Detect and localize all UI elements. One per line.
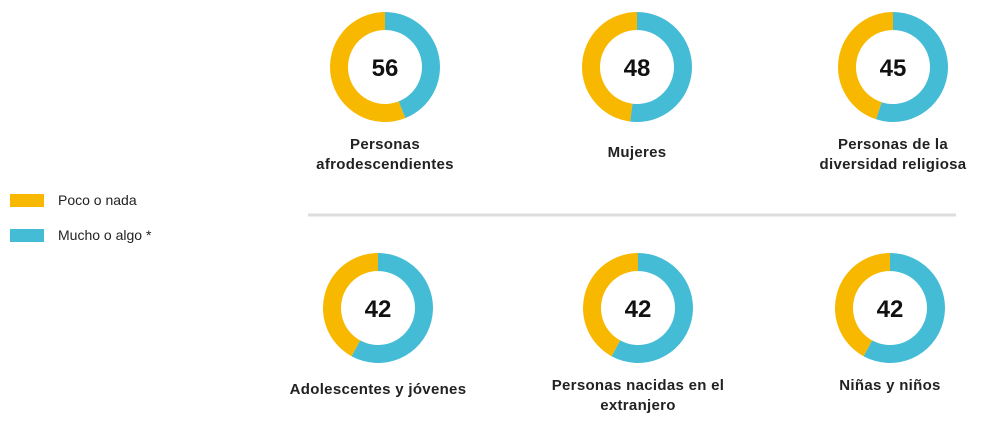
category-label: Adolescentes y jóvenes [289,381,467,398]
center-value: 45 [880,55,907,82]
center-value: 42 [877,296,904,323]
donut-segment [837,12,893,120]
legend-item: Poco o nada [10,192,137,208]
donut-segment [835,253,890,357]
donut-segment [329,12,406,123]
center-value: 42 [365,296,392,323]
legend-swatch [10,193,44,207]
legend-item: Mucho o algo * [10,227,151,243]
legend-label: Mucho o algo * [58,227,152,243]
category-label: Personas nacidas en el extranjero [551,377,725,414]
category-label: Niñas y niños [839,377,941,394]
category-label: Personas afrodescendientes [316,136,454,173]
center-value: 42 [625,296,652,323]
center-value: 56 [372,55,399,82]
legend-swatch [10,228,44,242]
center-value: 48 [624,55,651,82]
donut-segment [351,253,433,364]
donut-segment [863,253,945,363]
donut-segment [876,12,948,122]
donut-segment [582,12,637,122]
donut-segment [385,12,440,119]
donut-segment [611,253,694,363]
donut-segment [583,253,638,357]
category-label: Mujeres [607,144,667,161]
legend-label: Poco o nada [58,192,137,208]
donut-segment [630,12,693,122]
donut-segment [323,253,378,357]
category-label: Personas de la diversidad religiosa [819,136,967,173]
